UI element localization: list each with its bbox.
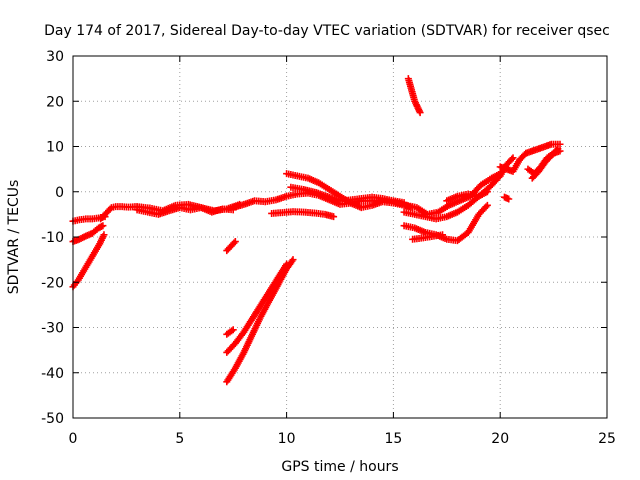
data-point bbox=[439, 231, 447, 239]
data-point bbox=[508, 155, 516, 163]
data-point bbox=[231, 238, 239, 246]
data-point bbox=[483, 201, 491, 209]
data-point bbox=[330, 213, 338, 221]
series-track-k bbox=[223, 256, 297, 386]
data-point bbox=[106, 205, 114, 213]
data-point bbox=[482, 203, 490, 211]
y-tick-label: -50 bbox=[41, 411, 64, 427]
x-tick-label: 20 bbox=[491, 431, 509, 447]
data-series bbox=[69, 75, 564, 386]
y-axis-label: SDTVAR / TECUs bbox=[6, 180, 22, 295]
chart-title: Day 174 of 2017, Sidereal Day-to-day VTE… bbox=[44, 23, 610, 39]
tick-labels: 0 5 10 15 20 25 -50 -40 -30 -20 -10 0 10 20 30 bbox=[41, 49, 616, 447]
y-tick-label: -30 bbox=[41, 321, 64, 337]
x-tick-label: 25 bbox=[598, 431, 616, 447]
grid bbox=[73, 56, 607, 418]
x-tick-label: 5 bbox=[175, 431, 184, 447]
series-track-v bbox=[496, 140, 564, 175]
series-track-s bbox=[402, 170, 504, 218]
data-point bbox=[554, 145, 562, 153]
y-tick-label: 10 bbox=[46, 140, 64, 156]
data-point bbox=[230, 239, 238, 247]
y-tick-label: -10 bbox=[41, 230, 64, 246]
series-track-o bbox=[404, 75, 424, 117]
data-point bbox=[556, 140, 564, 148]
data-point bbox=[509, 154, 517, 162]
series-track-q bbox=[409, 231, 447, 243]
x-tick-label: 15 bbox=[384, 431, 402, 447]
data-point bbox=[553, 146, 561, 154]
data-point bbox=[416, 109, 424, 117]
series-track-u bbox=[500, 193, 513, 203]
x-axis-label: GPS time / hours bbox=[281, 459, 398, 475]
data-point bbox=[283, 260, 291, 268]
series-track-m bbox=[223, 326, 237, 338]
data-point bbox=[288, 257, 296, 265]
series-track-n bbox=[223, 238, 239, 255]
y-tick-label: -20 bbox=[41, 275, 64, 291]
data-point bbox=[229, 326, 237, 334]
y-tick-label: 30 bbox=[46, 49, 64, 65]
data-point bbox=[100, 231, 108, 239]
series-track-l bbox=[223, 260, 291, 356]
y-tick-label: -40 bbox=[41, 366, 64, 382]
series-track-i bbox=[287, 183, 408, 207]
x-tick-label: 0 bbox=[69, 431, 78, 447]
y-tick-label: 20 bbox=[46, 94, 64, 110]
x-tick-label: 10 bbox=[278, 431, 296, 447]
y-tick-label: 0 bbox=[55, 185, 64, 201]
series-track-p bbox=[400, 201, 491, 245]
series-track-j bbox=[268, 208, 338, 221]
data-point bbox=[505, 195, 513, 203]
series-track-e bbox=[133, 204, 237, 218]
data-point bbox=[289, 256, 297, 264]
data-point bbox=[99, 222, 107, 230]
series-track-x bbox=[528, 145, 562, 182]
series-track-t bbox=[443, 154, 517, 205]
axis-ticks bbox=[72, 55, 608, 419]
